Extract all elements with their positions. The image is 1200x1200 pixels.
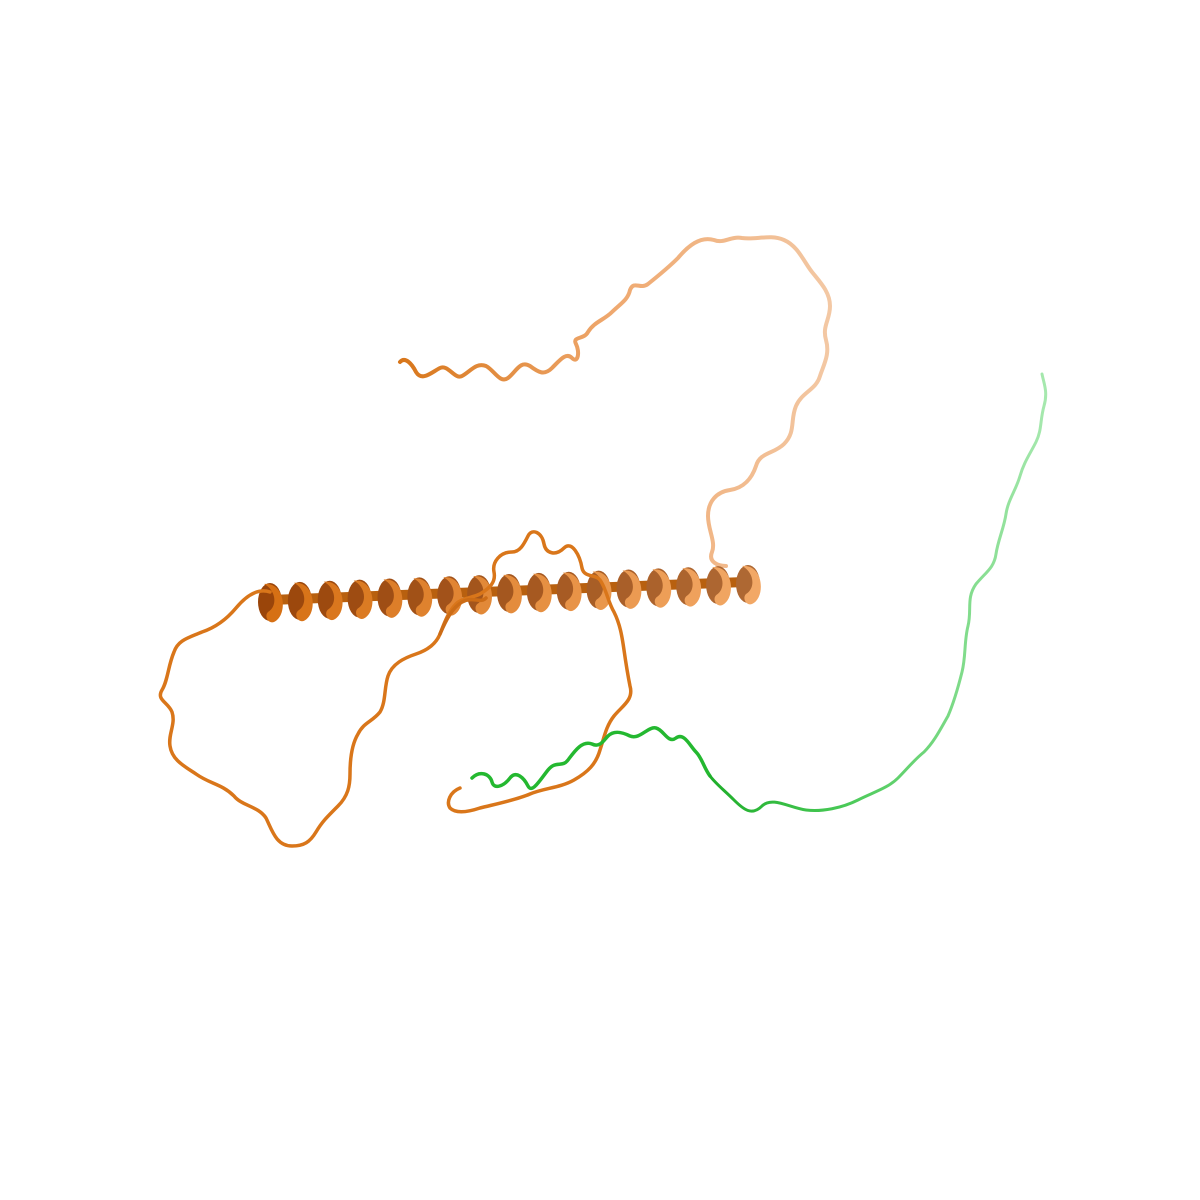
helix-turn-front [383,579,403,618]
helix-turn-front [532,573,552,613]
helix-turn-front [323,581,343,621]
alpha-helix [258,565,761,623]
crossing-coil-segment [438,596,488,636]
helix-turn-front [562,572,582,612]
helix-turn-front [742,565,761,605]
helix-turn-front [622,570,642,609]
helix-turn-front [293,582,313,622]
helix-turn-front [473,576,493,615]
helix-turn-front [592,571,612,610]
helix-turn-front [712,567,732,606]
green-coil-tail [708,372,1048,813]
helix-turn-front [353,580,373,619]
helix-turn-front [682,568,702,607]
helix-turn-front [503,574,522,614]
upper-coil-segment [398,235,832,568]
green-helix-segment [470,726,712,791]
helix-turn-front [413,578,433,617]
helix-turn-front [652,569,672,608]
helix-turn-front [264,583,283,623]
